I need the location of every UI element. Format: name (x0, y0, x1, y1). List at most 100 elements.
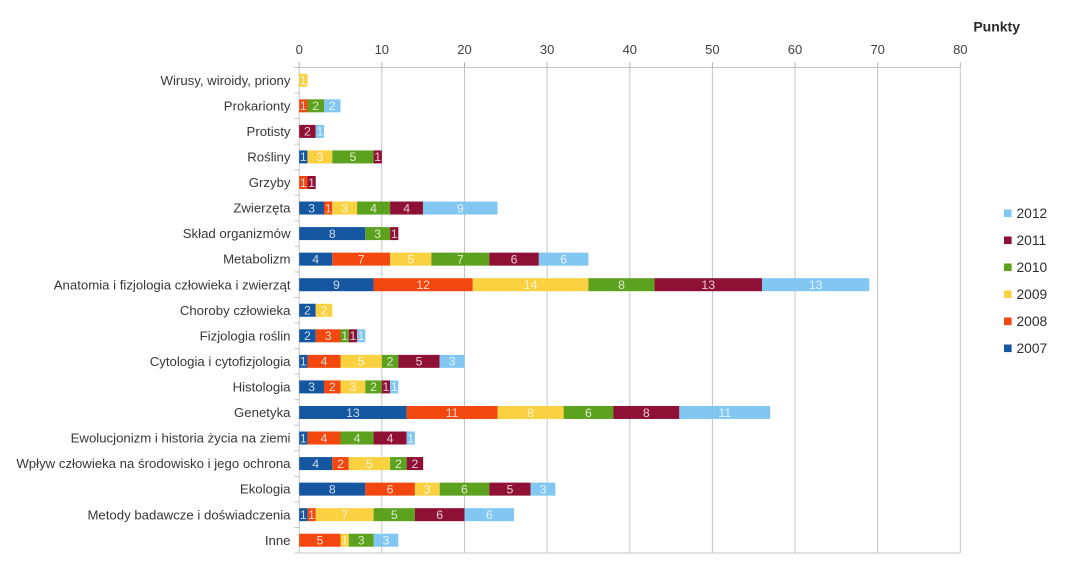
svg-text:5: 5 (358, 355, 365, 369)
svg-text:1: 1 (308, 176, 315, 190)
svg-text:2: 2 (321, 304, 328, 318)
svg-text:6: 6 (461, 482, 468, 496)
svg-text:Protisty: Protisty (247, 124, 291, 139)
svg-text:8: 8 (329, 482, 336, 496)
svg-text:6: 6 (560, 252, 567, 266)
svg-text:4: 4 (312, 252, 319, 266)
svg-text:11: 11 (446, 406, 459, 420)
svg-text:1: 1 (300, 150, 307, 164)
svg-text:3: 3 (308, 201, 315, 215)
svg-text:4: 4 (403, 201, 410, 215)
svg-text:1: 1 (300, 74, 307, 88)
svg-text:1: 1 (374, 150, 381, 164)
svg-text:6: 6 (486, 508, 493, 522)
svg-text:2: 2 (411, 457, 418, 471)
svg-text:14: 14 (524, 278, 538, 292)
svg-text:Wpływ człowieka na środowisko: Wpływ człowieka na środowisko i jego och… (16, 456, 291, 471)
svg-text:13: 13 (346, 406, 360, 420)
svg-text:5: 5 (316, 534, 323, 548)
svg-text:11: 11 (718, 406, 731, 420)
svg-text:2: 2 (387, 355, 394, 369)
svg-text:Grzyby: Grzyby (249, 175, 291, 190)
svg-text:4: 4 (354, 431, 361, 445)
svg-text:2: 2 (337, 457, 344, 471)
svg-text:Skład organizmów: Skład organizmów (183, 226, 291, 241)
svg-text:Ekologia: Ekologia (240, 482, 291, 497)
svg-text:2: 2 (304, 304, 311, 318)
svg-text:2008: 2008 (1017, 314, 1048, 329)
svg-text:3: 3 (540, 482, 547, 496)
svg-text:8: 8 (329, 227, 336, 241)
svg-text:6: 6 (436, 508, 443, 522)
svg-text:5: 5 (366, 457, 373, 471)
svg-text:3: 3 (325, 329, 332, 343)
svg-text:3: 3 (358, 534, 365, 548)
svg-text:Metabolizm: Metabolizm (223, 252, 290, 267)
svg-text:5: 5 (349, 150, 356, 164)
svg-text:1: 1 (391, 227, 398, 241)
svg-text:60: 60 (788, 42, 802, 57)
svg-text:13: 13 (809, 278, 823, 292)
svg-text:2012: 2012 (1017, 206, 1048, 221)
svg-text:Metody badawcze i doświadczeni: Metody badawcze i doświadczenia (87, 507, 291, 522)
svg-text:1: 1 (300, 431, 307, 445)
svg-text:30: 30 (540, 42, 554, 57)
svg-text:Histologia: Histologia (233, 380, 292, 395)
svg-text:2: 2 (304, 329, 311, 343)
svg-text:80: 80 (953, 42, 967, 57)
svg-text:7: 7 (457, 252, 464, 266)
svg-text:13: 13 (701, 278, 715, 292)
svg-text:5: 5 (391, 508, 398, 522)
svg-text:50: 50 (705, 42, 719, 57)
svg-text:2: 2 (329, 380, 336, 394)
svg-text:1: 1 (300, 99, 307, 113)
svg-text:Ewolucjonizm i historia życia: Ewolucjonizm i historia życia na ziemi (71, 431, 291, 446)
svg-text:5: 5 (416, 355, 423, 369)
svg-text:1: 1 (341, 534, 348, 548)
svg-text:1: 1 (325, 201, 332, 215)
svg-text:3: 3 (383, 534, 390, 548)
svg-text:8: 8 (643, 406, 650, 420)
svg-text:4: 4 (321, 431, 328, 445)
svg-text:Rośliny: Rośliny (247, 150, 291, 165)
svg-text:7: 7 (341, 508, 348, 522)
svg-text:2011: 2011 (1017, 233, 1047, 248)
svg-text:1: 1 (300, 355, 307, 369)
svg-text:2010: 2010 (1017, 260, 1048, 275)
svg-text:0: 0 (296, 42, 303, 57)
svg-text:6: 6 (585, 406, 592, 420)
svg-text:5: 5 (507, 482, 514, 496)
svg-text:Prokarionty: Prokarionty (224, 98, 291, 113)
svg-text:4: 4 (387, 431, 394, 445)
svg-text:4: 4 (321, 355, 328, 369)
svg-text:Genetyka: Genetyka (234, 405, 291, 420)
svg-text:3: 3 (316, 150, 323, 164)
svg-text:1: 1 (391, 380, 398, 394)
svg-text:3: 3 (349, 380, 356, 394)
svg-text:2: 2 (395, 457, 402, 471)
svg-text:2: 2 (329, 99, 336, 113)
svg-text:1: 1 (341, 329, 348, 343)
svg-text:3: 3 (424, 482, 431, 496)
svg-text:Fizjologia roślin: Fizjologia roślin (200, 328, 291, 343)
svg-text:6: 6 (511, 252, 518, 266)
svg-text:Punkty: Punkty (973, 19, 1020, 35)
svg-text:2: 2 (370, 380, 377, 394)
svg-text:Inne: Inne (265, 533, 291, 548)
svg-text:Choroby człowieka: Choroby człowieka (180, 303, 291, 318)
svg-text:2: 2 (304, 125, 311, 139)
svg-text:1: 1 (308, 508, 315, 522)
svg-text:12: 12 (416, 278, 430, 292)
svg-text:8: 8 (527, 406, 534, 420)
svg-text:9: 9 (333, 278, 340, 292)
svg-text:2: 2 (312, 99, 319, 113)
svg-text:Cytologia i cytofizjologia: Cytologia i cytofizjologia (150, 354, 291, 369)
svg-text:Zwierzęta: Zwierzęta (233, 201, 291, 216)
svg-text:1: 1 (300, 176, 307, 190)
svg-text:1: 1 (383, 380, 390, 394)
svg-text:9: 9 (457, 201, 464, 215)
svg-text:Wirusy, wiroidy, priony: Wirusy, wiroidy, priony (161, 73, 291, 88)
svg-text:70: 70 (870, 42, 884, 57)
svg-text:2007: 2007 (1017, 341, 1048, 356)
svg-text:7: 7 (358, 252, 365, 266)
